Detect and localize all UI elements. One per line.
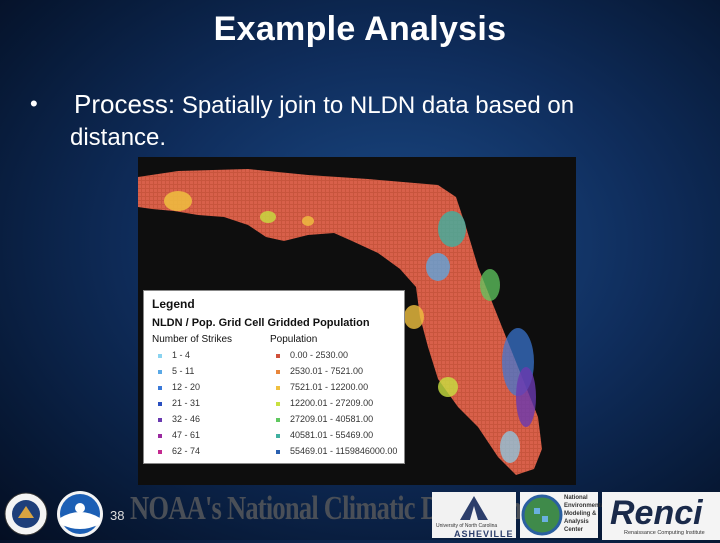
- nemac-letter: Center: [564, 527, 584, 533]
- legend-strike-row: 32 - 46: [158, 414, 200, 424]
- legend-pop-row: 12200.01 - 27209.00: [276, 398, 373, 408]
- legend-pop-row: 55469.01 - 1159846000.00: [276, 446, 397, 456]
- legend-strike-row: 62 - 74: [158, 446, 200, 456]
- strike-swatch: [158, 353, 162, 358]
- legend-col-strikes: Number of Strikes: [152, 334, 233, 345]
- legend-strike-row: 5 - 11: [158, 366, 194, 376]
- renci-logo: Renci Renaissance Computing Institute: [602, 492, 720, 540]
- pop-swatch: [276, 369, 280, 374]
- legend-strike-row: 1 - 4: [158, 350, 190, 360]
- legend-strike-row: 12 - 20: [158, 382, 200, 392]
- pop-swatch: [276, 401, 280, 406]
- legend-pop-row: 7521.01 - 12200.00: [276, 382, 368, 392]
- nemac-letter: Analysis: [564, 519, 589, 525]
- strike-swatch: [158, 369, 162, 374]
- unc-asheville-logo: University of North Carolina ASHEVILLE: [432, 492, 516, 539]
- strike-swatch: [158, 433, 162, 438]
- nemac-letter: Modeling &: [564, 511, 597, 517]
- page-number: 38: [110, 508, 125, 523]
- nemac-letter: Environmental: [564, 503, 606, 509]
- unc-campus: ASHEVILLE: [454, 529, 514, 539]
- pop-swatch: [276, 353, 280, 358]
- renci-tagline: Renaissance Computing Institute: [624, 530, 705, 536]
- legend-header: NLDN / Pop. Grid Cell Gridded Population: [152, 317, 370, 329]
- strike-swatch: [158, 449, 162, 454]
- legend-title: Legend: [152, 297, 195, 311]
- nemac-logo: National Environmental Modeling & Analys…: [520, 492, 606, 538]
- bullet-point: • Process: Spatially join to NLDN data b…: [30, 86, 700, 151]
- legend-pop-row: 40581.01 - 55469.00: [276, 430, 373, 440]
- pop-swatch: [276, 449, 280, 454]
- pop-swatch: [276, 385, 280, 390]
- population-clusters: [164, 191, 536, 463]
- renci-wordmark: Renci: [610, 494, 703, 532]
- legend-pop-row: 2530.01 - 7521.00: [276, 366, 363, 376]
- strike-swatch: [158, 401, 162, 406]
- legend-pop-row: 27209.01 - 40581.00: [276, 414, 373, 424]
- map-legend: Legend NLDN / Pop. Grid Cell Gridded Pop…: [143, 290, 405, 464]
- strike-swatch: [158, 385, 162, 390]
- legend-col-population: Population: [270, 334, 318, 345]
- nemac-letter: National: [564, 495, 588, 501]
- legend-strike-row: 21 - 31: [158, 398, 200, 408]
- unc-name: University of North Carolina: [436, 523, 498, 529]
- slide-title: Example Analysis: [213, 10, 507, 48]
- legend-strike-row: 47 - 61: [158, 430, 200, 440]
- bullet-lead: Process:: [74, 89, 176, 119]
- bullet-dot-icon: •: [30, 91, 38, 116]
- florida-landmass: [138, 169, 542, 475]
- pop-swatch: [276, 417, 280, 422]
- bullet-text: Spatially join to NLDN data based on: [175, 92, 575, 119]
- unc-mountain-icon: [460, 496, 488, 520]
- bullet-text-continued: distance.: [70, 124, 167, 151]
- strike-swatch: [158, 417, 162, 422]
- noaa-logo-icon: [57, 491, 103, 537]
- pop-swatch: [276, 433, 280, 438]
- nemac-globe-icon: [521, 494, 563, 536]
- commerce-seal-icon: [4, 492, 48, 536]
- legend-pop-row: 0.00 - 2530.00: [276, 350, 348, 360]
